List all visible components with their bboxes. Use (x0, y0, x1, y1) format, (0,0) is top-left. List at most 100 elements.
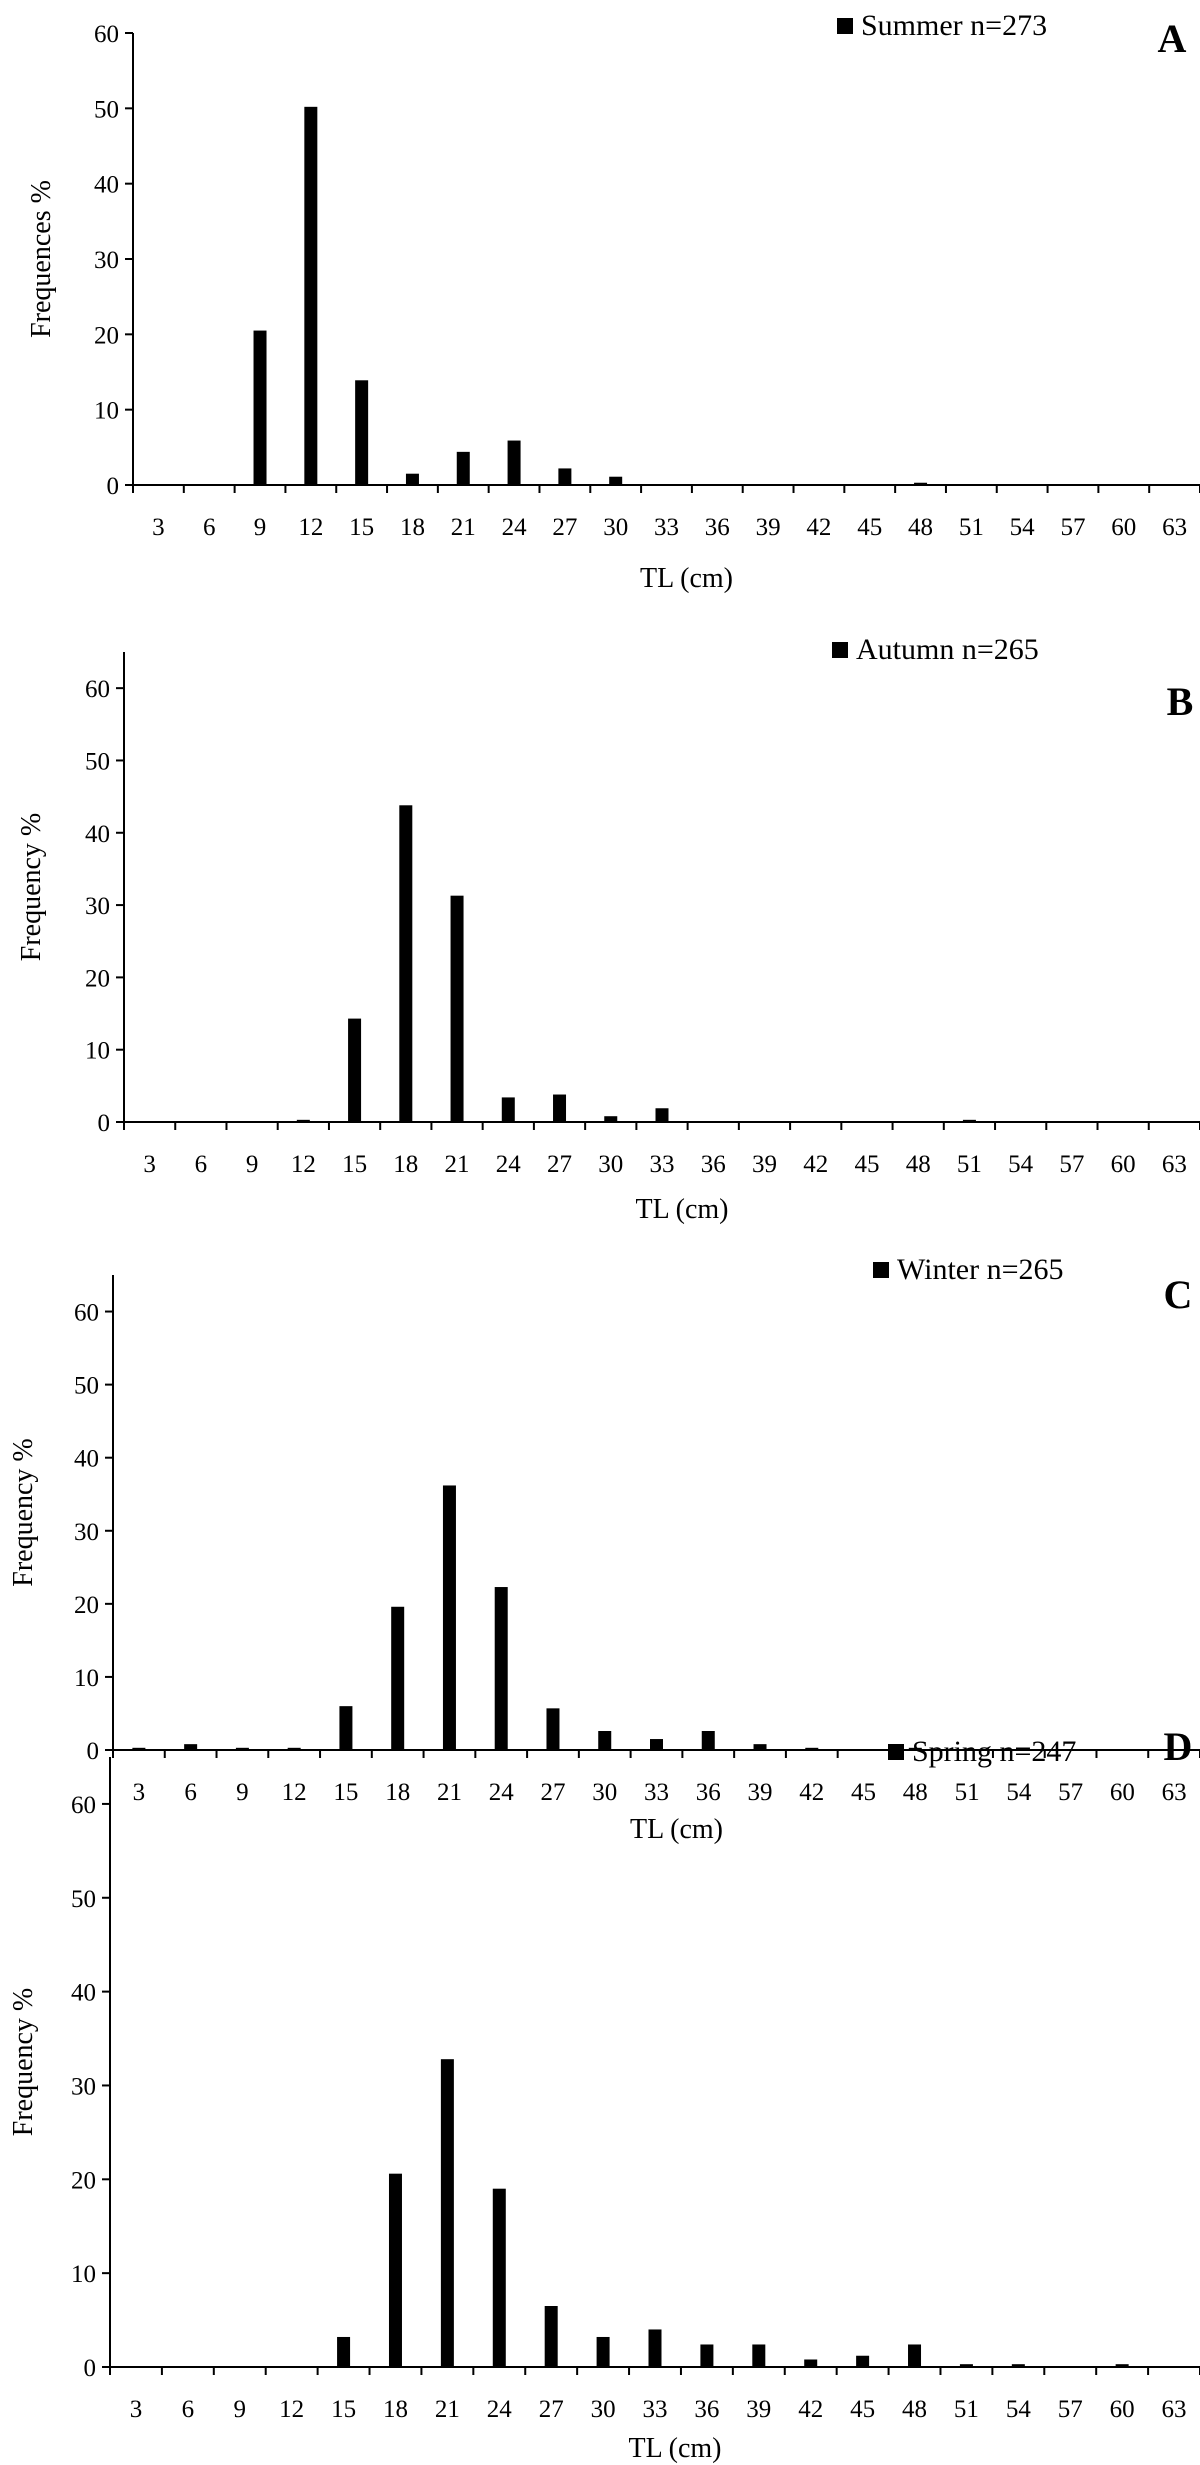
x-tick-label: 15 (331, 2396, 356, 2423)
y-tick-label: 40 (71, 1980, 96, 2007)
bar-21 (442, 1485, 456, 1750)
y-tick-label: 60 (74, 1300, 99, 1327)
y-tick-label: 20 (94, 322, 119, 349)
x-tick-label: 36 (701, 1151, 726, 1178)
bar-36 (700, 2344, 714, 2367)
x-tick-label: 33 (650, 1151, 675, 1178)
x-tick-label: 12 (282, 1779, 307, 1806)
x-tick-label: 21 (445, 1151, 470, 1178)
x-tick-label: 60 (1111, 514, 1136, 541)
x-tick-label: 36 (696, 1779, 721, 1806)
y-tick-label: 40 (94, 172, 119, 199)
x-tick-label: 36 (694, 2396, 719, 2423)
x-tick-label: 42 (798, 2396, 823, 2423)
bar-21 (456, 451, 470, 485)
x-tick-label: 60 (1111, 1151, 1136, 1178)
y-tick-label: 0 (98, 1110, 111, 1137)
x-tick-label: 15 (349, 514, 374, 541)
y-tick-label: 0 (107, 473, 120, 500)
x-tick-label: 45 (850, 2396, 875, 2423)
bar-24 (507, 440, 521, 485)
bar-30 (596, 2336, 610, 2367)
x-tick-label: 33 (643, 2396, 668, 2423)
x-tick-label: 21 (451, 514, 476, 541)
y-tick-label: 40 (74, 1446, 99, 1473)
x-tick-label: 12 (279, 2396, 304, 2423)
x-tick-label: 9 (236, 1779, 249, 1806)
y-tick-label: 0 (87, 1738, 100, 1765)
x-tick-label: 27 (552, 514, 577, 541)
x-tick-label: 45 (857, 514, 882, 541)
x-tick-label: 15 (333, 1779, 358, 1806)
y-tick-label: 20 (74, 1592, 99, 1619)
x-tick-label: 57 (1060, 514, 1085, 541)
x-tick-label: 24 (496, 1151, 522, 1178)
x-tick-label: 63 (1162, 1151, 1187, 1178)
bar-18 (405, 473, 419, 485)
x-tick-label: 6 (195, 1151, 208, 1178)
x-tick-label: 24 (489, 1779, 515, 1806)
x-tick-label: 27 (547, 1151, 572, 1178)
bar-48 (908, 2344, 922, 2367)
panel-letter: A (1158, 16, 1187, 61)
bar-39 (752, 2344, 766, 2367)
bar-24 (494, 1587, 508, 1750)
bar-3 (132, 1747, 146, 1750)
x-tick-label: 54 (1010, 514, 1036, 541)
legend-label: Winter n=265 (897, 1253, 1064, 1286)
bar-27 (553, 1094, 567, 1122)
bar-18 (391, 1606, 405, 1750)
x-tick-label: 48 (903, 1779, 928, 1806)
x-tick-label: 51 (959, 514, 984, 541)
legend-swatch (888, 1744, 904, 1760)
x-tick-label: 6 (182, 2396, 195, 2423)
x-tick-label: 57 (1058, 1779, 1083, 1806)
x-tick-label: 27 (539, 2396, 564, 2423)
bar-21 (440, 2059, 454, 2367)
x-tick-label: 39 (752, 1151, 777, 1178)
x-tick-label: 48 (906, 1151, 931, 1178)
y-tick-label: 30 (74, 1519, 99, 1546)
x-tick-label: 42 (803, 1151, 828, 1178)
x-tick-label: 15 (342, 1151, 367, 1178)
x-tick-label: 57 (1059, 1151, 1084, 1178)
x-tick-label: 9 (254, 514, 267, 541)
bar-21 (450, 895, 464, 1122)
x-tick-label: 54 (1008, 1151, 1034, 1178)
x-tick-label: 21 (437, 1779, 462, 1806)
y-tick-label: 20 (71, 2167, 96, 2194)
x-tick-label: 6 (184, 1779, 197, 1806)
legend-label: Summer n=273 (861, 9, 1047, 42)
bar-48 (908, 1747, 922, 1750)
bar-39 (753, 1744, 767, 1750)
y-tick-label: 10 (74, 1665, 99, 1692)
x-tick-label: 3 (133, 1779, 146, 1806)
bar-54 (1011, 2364, 1025, 2367)
x-tick-label: 39 (746, 2396, 771, 2423)
bar-30 (609, 476, 623, 485)
y-axis-title: Frequency % (16, 813, 47, 962)
bar-15 (355, 380, 369, 485)
y-tick-label: 50 (71, 1886, 96, 1913)
x-tick-label: 36 (705, 514, 730, 541)
bar-45 (856, 2355, 870, 2367)
y-tick-label: 40 (85, 821, 110, 848)
x-tick-label: 63 (1162, 1779, 1187, 1806)
x-axis-title: TL (cm) (630, 1814, 723, 1845)
x-tick-label: 18 (383, 2396, 408, 2423)
bar-18 (388, 2173, 402, 2367)
y-tick-label: 0 (84, 2355, 97, 2382)
bar-18 (399, 805, 413, 1122)
y-axis-title: Frequency % (8, 1988, 39, 2137)
bar-9 (235, 1747, 249, 1750)
x-tick-label: 57 (1058, 2396, 1083, 2423)
bar-42 (804, 2359, 818, 2367)
y-axis-title: Frequences % (26, 180, 57, 338)
y-tick-label: 30 (71, 2073, 96, 2100)
x-tick-label: 27 (540, 1779, 565, 1806)
panel-letter: B (1167, 679, 1194, 724)
y-tick-label: 10 (85, 1038, 110, 1065)
x-tick-label: 30 (603, 514, 628, 541)
